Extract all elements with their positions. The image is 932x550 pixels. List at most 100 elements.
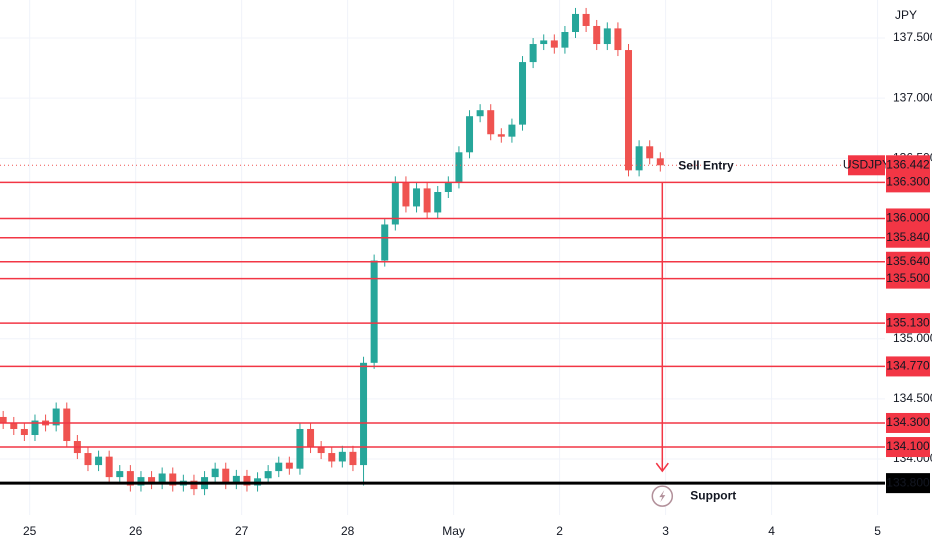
sell-entry-label: Sell Entry (678, 158, 734, 172)
candle-body (116, 471, 124, 478)
candle-body (338, 451, 346, 462)
level-label: 135.500 (886, 271, 930, 285)
candle-body (455, 152, 463, 183)
candle-body (31, 420, 39, 436)
candle-body (391, 182, 399, 225)
overlays: 25262728May2345137.500137.000136.500135.… (0, 30, 932, 538)
candle-body (158, 473, 166, 484)
candle-body (285, 462, 293, 469)
candle-body (211, 468, 219, 478)
x-tick-label: 26 (129, 524, 143, 538)
candle-body (529, 44, 537, 63)
candle-body (222, 468, 230, 484)
candle-body (519, 62, 527, 125)
x-tick-label: 5 (874, 524, 881, 538)
price-label: 136.442 (886, 157, 930, 171)
symbol-label: USDJPY (843, 157, 890, 171)
candle-body (169, 473, 177, 486)
candle-body (84, 453, 92, 466)
candle-body (52, 408, 60, 426)
level-label: 134.300 (886, 415, 930, 429)
candle-body (635, 146, 643, 171)
candle-body (328, 453, 336, 462)
candle-body (434, 191, 442, 213)
candle-body (264, 471, 272, 479)
price-badge (886, 155, 930, 176)
candle-body (593, 25, 601, 45)
candle-body (508, 124, 516, 137)
candle-body (550, 40, 558, 48)
candle-body (126, 471, 134, 486)
level-badge (886, 313, 930, 334)
candle-body (413, 188, 421, 207)
x-tick-label: 2 (556, 524, 563, 538)
candle-body (572, 13, 580, 32)
level-badge (886, 473, 930, 494)
candle-body (561, 31, 569, 48)
grid (0, 0, 885, 515)
candle-body (370, 260, 378, 363)
level-badge (886, 437, 930, 458)
level-label: 134.770 (886, 359, 930, 373)
level-badge (886, 356, 930, 377)
candle-body (105, 456, 113, 478)
candle-body (148, 477, 156, 484)
candle-body (137, 477, 145, 486)
currency-label: JPY (895, 8, 917, 22)
candle-body (232, 475, 240, 484)
y-tick-label: 137.000 (893, 90, 932, 104)
candle-body (190, 480, 198, 490)
x-tick-label: May (442, 524, 465, 538)
level-badge (886, 268, 930, 289)
candle-body (656, 158, 664, 166)
level-label: 134.100 (886, 439, 930, 453)
level-label: 136.000 (886, 211, 930, 225)
support-label: Support (690, 488, 736, 502)
x-tick-label: 3 (662, 524, 669, 538)
candle-body (614, 28, 622, 51)
candle-body (296, 428, 304, 469)
candle-body (466, 116, 474, 153)
arrow-head (655, 462, 669, 473)
candle-body (307, 428, 315, 448)
candle-body (243, 475, 251, 486)
x-tick-label: 27 (235, 524, 249, 538)
level-label: 133.800 (886, 475, 930, 489)
candle-body (10, 422, 18, 429)
candle-body (63, 408, 71, 442)
candle-body (349, 451, 357, 466)
candle-body (95, 456, 103, 466)
level-badge (886, 227, 930, 248)
level-badge (886, 172, 930, 193)
candle-body (497, 134, 505, 137)
candle-body (444, 182, 452, 192)
level-badge (886, 251, 930, 272)
symbol-badge (848, 155, 885, 176)
y-tick-label: 134.500 (893, 391, 932, 405)
x-tick-label: 28 (341, 524, 355, 538)
candle-body (625, 50, 633, 171)
candle-body (20, 428, 28, 436)
candle-body (487, 110, 495, 135)
level-label: 135.840 (886, 230, 930, 244)
candle-body (582, 13, 590, 26)
candle-body (275, 462, 283, 472)
x-tick-label: 25 (23, 524, 37, 538)
candle-body (381, 224, 389, 261)
candle-body (402, 182, 410, 207)
y-tick-label: 135.000 (893, 331, 932, 345)
candle-body (646, 146, 654, 159)
level-label: 135.640 (886, 254, 930, 268)
candle-body (476, 110, 484, 117)
candle-body (317, 447, 325, 454)
candle-body (0, 416, 7, 423)
candle-body (540, 40, 548, 45)
x-tick-label: 4 (768, 524, 775, 538)
event-bolt (659, 490, 666, 503)
level-label: 136.300 (886, 175, 930, 189)
y-tick-label: 137.500 (893, 30, 932, 44)
candle-body (603, 28, 611, 45)
